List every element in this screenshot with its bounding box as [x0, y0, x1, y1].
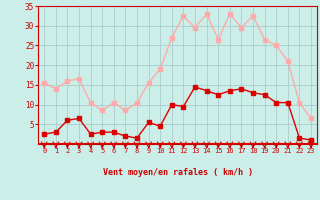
X-axis label: Vent moyen/en rafales ( km/h ): Vent moyen/en rafales ( km/h ) [103, 168, 252, 177]
